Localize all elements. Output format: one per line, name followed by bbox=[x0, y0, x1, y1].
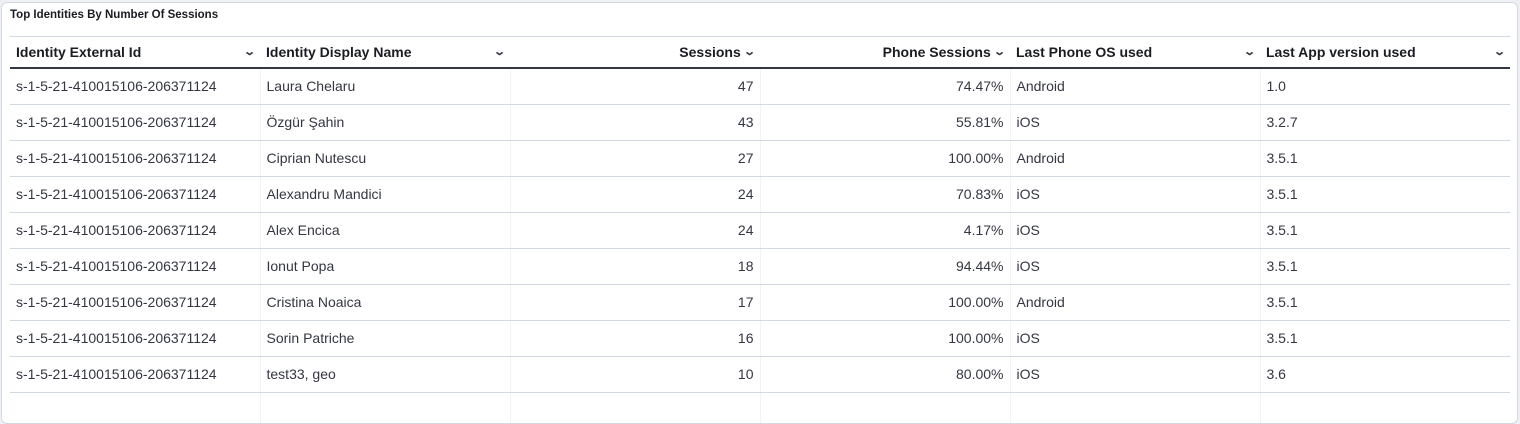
table-cell bbox=[10, 392, 260, 424]
table-cell: 4.17% bbox=[760, 212, 1010, 248]
table-cell: iOS bbox=[1010, 320, 1260, 356]
table-cell: 70.83% bbox=[760, 176, 1010, 212]
table-cell: Android bbox=[1010, 284, 1260, 320]
chevron-down-icon[interactable]: ⌄ bbox=[743, 45, 756, 58]
column-header-label: Identity Display Name bbox=[266, 44, 412, 60]
table-cell: s-1-5-21-410015106-206371124 bbox=[10, 284, 260, 320]
table-cell: 18 bbox=[510, 248, 760, 284]
column-header-label: Last Phone OS used bbox=[1016, 44, 1152, 60]
table-cell: 3.5.1 bbox=[1260, 248, 1510, 284]
table-cell: 100.00% bbox=[760, 284, 1010, 320]
table-cell: 80.00% bbox=[760, 356, 1010, 392]
table-cell: 1.0 bbox=[1260, 68, 1510, 105]
table-cell: Android bbox=[1010, 140, 1260, 176]
table-cell: 47 bbox=[510, 68, 760, 105]
table-cell: s-1-5-21-410015106-206371124 bbox=[10, 320, 260, 356]
chevron-down-icon[interactable]: ⌄ bbox=[1243, 45, 1256, 58]
column-header-label: Phone Sessions bbox=[883, 44, 991, 60]
table-cell: s-1-5-21-410015106-206371124 bbox=[10, 104, 260, 140]
column-header-label: Last App version used bbox=[1266, 44, 1416, 60]
table-cell: 24 bbox=[510, 176, 760, 212]
table-cell bbox=[1010, 392, 1260, 424]
column-header-label: Identity External Id bbox=[16, 44, 141, 60]
table-cell: 3.5.1 bbox=[1260, 176, 1510, 212]
table-cell bbox=[1260, 392, 1510, 424]
table-cell: iOS bbox=[1010, 248, 1260, 284]
column-header[interactable]: Last App version used ⌄ bbox=[1260, 37, 1510, 68]
table-cell: Sorin Patriche bbox=[260, 320, 510, 356]
table-cell: s-1-5-21-410015106-206371124 bbox=[10, 68, 260, 105]
table-cell: iOS bbox=[1010, 104, 1260, 140]
table-cell: 100.00% bbox=[760, 140, 1010, 176]
identities-table: Identity External Id⌄Identity Display Na… bbox=[10, 36, 1510, 424]
table-cell bbox=[260, 392, 510, 424]
table-cell: 3.5.1 bbox=[1260, 284, 1510, 320]
table-cell: Ionut Popa bbox=[260, 248, 510, 284]
header-row: Identity External Id⌄Identity Display Na… bbox=[10, 37, 1510, 68]
table-cell: 10 bbox=[510, 356, 760, 392]
column-header[interactable]: Phone Sessions⌄ bbox=[760, 37, 1010, 68]
table-row-clipped bbox=[10, 392, 1510, 424]
table-cell: Özgür Şahin bbox=[260, 104, 510, 140]
chevron-down-icon[interactable]: ⌄ bbox=[243, 45, 256, 58]
table-cell: 74.47% bbox=[760, 68, 1010, 105]
table-cell: 3.5.1 bbox=[1260, 140, 1510, 176]
chevron-down-icon[interactable]: ⌄ bbox=[1493, 45, 1506, 58]
table-cell: Alex Encica bbox=[260, 212, 510, 248]
table-cell bbox=[510, 392, 760, 424]
table-cell: s-1-5-21-410015106-206371124 bbox=[10, 248, 260, 284]
table-cell: 43 bbox=[510, 104, 760, 140]
column-header[interactable]: Last Phone OS used ⌄ bbox=[1010, 37, 1260, 68]
table-cell: 94.44% bbox=[760, 248, 1010, 284]
chevron-down-icon[interactable]: ⌄ bbox=[493, 45, 506, 58]
table-cell: iOS bbox=[1010, 176, 1260, 212]
table-cell: Android bbox=[1010, 68, 1260, 105]
table-cell: 3.5.1 bbox=[1260, 320, 1510, 356]
table-cell bbox=[760, 392, 1010, 424]
table-cell: iOS bbox=[1010, 356, 1260, 392]
table-cell: 3.2.7 bbox=[1260, 104, 1510, 140]
table-cell: 17 bbox=[510, 284, 760, 320]
table-cell: 55.81% bbox=[760, 104, 1010, 140]
column-header[interactable]: Identity Display Name ⌄ bbox=[260, 37, 510, 68]
table-cell: 3.6 bbox=[1260, 356, 1510, 392]
table-cell: 27 bbox=[510, 140, 760, 176]
table-cell: 3.5.1 bbox=[1260, 212, 1510, 248]
table-cell: test33, geo bbox=[260, 356, 510, 392]
table-cell: Alexandru Mandici bbox=[260, 176, 510, 212]
table-cell: 16 bbox=[510, 320, 760, 356]
table-cell: Ciprian Nutescu bbox=[260, 140, 510, 176]
table-cell: 24 bbox=[510, 212, 760, 248]
table-cell: s-1-5-21-410015106-206371124 bbox=[10, 176, 260, 212]
table-cell: 100.00% bbox=[760, 320, 1010, 356]
panel-title: Top Identities By Number Of Sessions bbox=[10, 9, 218, 21]
table-cell: Cristina Noaica bbox=[260, 284, 510, 320]
table-cell: iOS bbox=[1010, 212, 1260, 248]
column-header-label: Sessions bbox=[679, 44, 740, 60]
table-cell: s-1-5-21-410015106-206371124 bbox=[10, 356, 260, 392]
table-cell: s-1-5-21-410015106-206371124 bbox=[10, 140, 260, 176]
table-cell: s-1-5-21-410015106-206371124 bbox=[10, 212, 260, 248]
column-header[interactable]: Sessions⌄ bbox=[510, 37, 760, 68]
table-cell: Laura Chelaru bbox=[260, 68, 510, 105]
column-header[interactable]: Identity External Id ⌄ bbox=[10, 37, 260, 68]
chevron-down-icon[interactable]: ⌄ bbox=[993, 45, 1006, 58]
